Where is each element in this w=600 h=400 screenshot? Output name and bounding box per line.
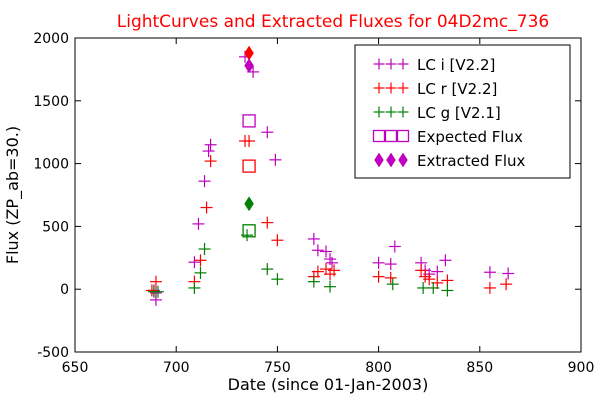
- expected-flux-marker: [242, 159, 256, 173]
- lc-g-v2-1-point: [386, 278, 399, 291]
- lc-r-v2-2-point: [271, 234, 284, 247]
- lc-i-v2-2-point: [439, 254, 452, 267]
- legend-marker-lc-g-v2-1: [397, 106, 409, 118]
- axes: 650 700 750 800 850 900 -500 0 500 1000 1500 2000: [33, 31, 594, 376]
- lc-i-v2-2-point: [261, 126, 274, 139]
- lc-r-v2-2-point: [149, 275, 162, 288]
- x-tick-label: 650: [62, 360, 89, 376]
- lc-g-v2-1-point: [441, 284, 454, 297]
- lc-i-v2-2-point: [326, 256, 339, 269]
- legend-marker-expected-flux: [384, 129, 398, 143]
- data-marks: [145, 45, 515, 306]
- chart-title: LightCurves and Extracted Fluxes for 04D…: [117, 12, 549, 32]
- legend-marker-lc-r-v2-2: [397, 82, 409, 94]
- y-tick-label: 1500: [33, 94, 69, 110]
- lc-i-v2-2-point: [311, 244, 324, 257]
- lc-i-v2-2-point: [384, 258, 397, 271]
- lc-r-v2-2-point: [145, 284, 158, 297]
- legend-marker-lc-r-v2-2: [385, 82, 397, 94]
- x-tick-label: 900: [568, 360, 595, 376]
- y-tick-label: 1000: [33, 157, 69, 173]
- lc-i-v2-2-point: [202, 145, 215, 158]
- legend-marker-lc-i-v2-2: [385, 58, 397, 70]
- lc-i-v2-2-point: [198, 175, 211, 188]
- legend-marker-expected-flux: [396, 129, 410, 143]
- legend: LC i [V2.2] LC r [V2.2] LC g [V2.1] Expecte…: [354, 44, 571, 179]
- lc-r-v2-2-point: [261, 216, 274, 229]
- lc-r-v2-2-point: [500, 278, 513, 291]
- legend-label-lc-g-v2-1: LC g [V2.1]: [417, 104, 501, 122]
- legend-label-lc-i-v2-2: LC i [V2.2]: [417, 56, 495, 74]
- x-tick-label: 750: [264, 360, 291, 376]
- lc-r-v2-2-point: [384, 271, 397, 284]
- expected-flux-marker: [242, 224, 256, 238]
- y-tick-label: 0: [60, 282, 69, 298]
- lc-r-v2-2-point: [483, 281, 496, 294]
- lc-r-v2-2-point: [415, 264, 428, 277]
- legend-marker-lc-r-v2-2: [373, 82, 385, 94]
- expected-flux-marker: [242, 114, 256, 128]
- lc-i-v2-2-point: [204, 138, 217, 151]
- y-tick-label: 500: [42, 219, 69, 235]
- lc-g-v2-1-point: [151, 285, 164, 298]
- legend-marker-lc-g-v2-1: [373, 106, 385, 118]
- y-axis-label: Flux (ZP_ab=30.): [3, 126, 23, 264]
- x-axis-label: Date (since 01-Jan-2003): [228, 375, 429, 394]
- lc-r-v2-2-point: [204, 155, 217, 168]
- lc-g-v2-1-point: [198, 243, 211, 256]
- legend-label-lc-r-v2-2: LC r [V2.2]: [417, 80, 497, 98]
- y-tick-label: 2000: [33, 31, 69, 47]
- lc-i-v2-2-point: [431, 265, 444, 278]
- extracted-flux-marker: [244, 58, 254, 74]
- x-tick-label: 700: [163, 360, 190, 376]
- lc-r-v2-2-point: [423, 273, 436, 286]
- lc-i-v2-2-point: [372, 256, 385, 269]
- lc-i-v2-2-point: [502, 267, 515, 280]
- x-tick-label: 800: [365, 360, 392, 376]
- legend-marker-extracted-flux: [374, 152, 384, 168]
- lc-r-v2-2-point: [243, 134, 256, 147]
- lc-r-v2-2-point: [200, 201, 213, 214]
- legend-marker-extracted-flux: [398, 152, 408, 168]
- lc-g-v2-1-point: [194, 266, 207, 279]
- lc-i-v2-2-point: [483, 266, 496, 279]
- x-tick-label: 850: [466, 360, 493, 376]
- lc-i-v2-2-point: [192, 217, 205, 230]
- legend-label-extracted-flux: Extracted Flux: [417, 152, 526, 170]
- legend-marker-expected-flux: [372, 129, 386, 143]
- lc-r-v2-2-point: [441, 274, 454, 287]
- lc-i-v2-2-point: [388, 240, 401, 253]
- lc-i-v2-2-point: [307, 232, 320, 245]
- y-tick-label: -500: [37, 345, 69, 361]
- legend-label-expected-flux: Expected Flux: [417, 128, 523, 146]
- legend-marker-lc-g-v2-1: [385, 106, 397, 118]
- lc-r-v2-2-point: [372, 270, 385, 283]
- lc-g-v2-1-point: [324, 280, 337, 293]
- legend-marker-extracted-flux: [386, 152, 396, 168]
- lc-r-v2-2-point: [311, 265, 324, 278]
- lc-g-v2-1-point: [417, 281, 430, 294]
- lc-g-v2-1-point: [188, 281, 201, 294]
- lc-g-v2-1-point: [261, 263, 274, 276]
- lc-r-v2-2-point: [328, 264, 341, 277]
- lc-i-v2-2-point: [188, 256, 201, 269]
- lc-g-v2-1-point: [427, 281, 440, 294]
- lc-i-v2-2-point: [269, 153, 282, 166]
- lc-r-v2-2-point: [194, 254, 207, 267]
- lc-g-v2-1-point: [307, 275, 320, 288]
- extracted-flux-marker: [244, 196, 254, 212]
- legend-marker-lc-i-v2-2: [397, 58, 409, 70]
- legend-marker-lc-i-v2-2: [373, 58, 385, 70]
- lc-g-v2-1-point: [271, 273, 284, 286]
- lc-i-v2-2-point: [319, 245, 332, 258]
